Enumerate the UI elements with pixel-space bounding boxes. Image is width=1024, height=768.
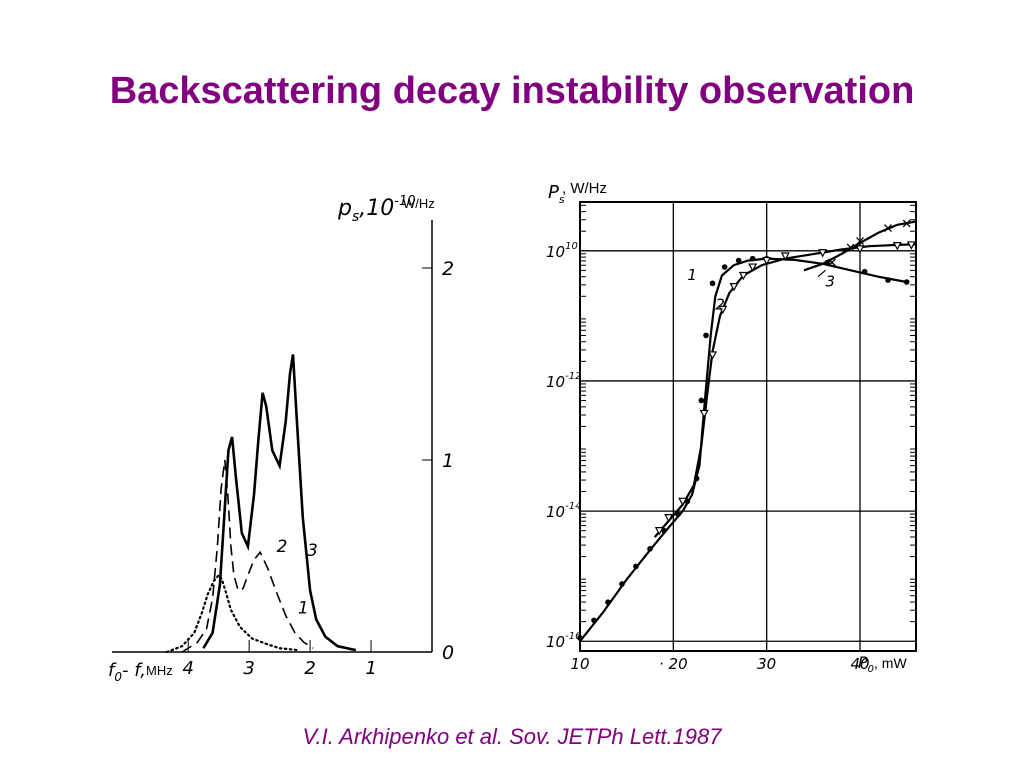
left-y-tick-label: 1	[442, 450, 454, 472]
right-series-2-point	[678, 497, 688, 507]
right-series-1-point	[749, 255, 756, 262]
right-series-1-point	[903, 279, 910, 285]
right-ylabel-unit: , W/Hz	[562, 180, 607, 197]
right-series-2-point	[699, 409, 709, 419]
right-x-tick-label: · 20	[659, 655, 688, 673]
right-x-tick-label: 30	[757, 655, 776, 673]
slide-title: Backscattering decay instability observa…	[109, 70, 915, 112]
right-y-tick-label: 10-12	[546, 371, 581, 391]
left-y-tick-label: 0	[442, 642, 454, 664]
left-xlabel-unit: MHz	[146, 663, 173, 678]
left-x-tick-label: 3	[243, 658, 254, 679]
right-series-2-point	[654, 527, 664, 536]
right-series-2-point	[780, 252, 790, 261]
right-series-3-line	[803, 220, 917, 272]
right-series-3-point	[856, 237, 864, 246]
right-series-2-point	[818, 249, 828, 258]
right-series-2-point	[892, 241, 902, 251]
left-ylabel-unit: W/Hz	[403, 196, 435, 211]
right-ylabel: Ps	[548, 182, 565, 206]
right-series-3-point	[884, 224, 892, 232]
right-x-tick-label: 10	[570, 655, 589, 673]
right-xlabel: P0	[858, 653, 874, 675]
right-series-1-point	[619, 581, 625, 587]
left-series-3-line	[202, 354, 357, 652]
right-chart: Ps , W/Hz P0 , mW 10 · 20 30 40 1010 10-12 10-…	[546, 180, 917, 675]
right-series-2-point	[738, 271, 748, 281]
left-x-tick-label: 2	[304, 658, 315, 679]
right-series-3-point	[828, 258, 836, 267]
right-series-1-point	[693, 475, 700, 482]
right-series-2-point	[855, 245, 865, 254]
right-series-3-leader	[817, 269, 826, 278]
right-y-tick-label: 10-14	[546, 501, 581, 521]
right-series-2-line	[653, 243, 917, 538]
right-series-1-point	[735, 257, 742, 264]
right-series-2-point	[718, 305, 728, 315]
citation: V.I. Arkhipenko et al. Sov. JETPh Lett.1…	[302, 724, 722, 749]
right-series-3-label: 3	[825, 273, 835, 291]
right-series-1-point	[577, 635, 583, 641]
left-series-2-label: 2	[277, 537, 288, 557]
right-series-2-point	[729, 282, 739, 292]
left-series-1-line	[165, 573, 299, 654]
left-x-tick-label: 1	[365, 658, 376, 679]
right-series-1-point	[605, 599, 611, 605]
right-series-3-point	[846, 243, 855, 252]
right-series-1-point	[647, 546, 653, 552]
right-series-1-label: 1	[687, 266, 697, 284]
right-series-1-point	[675, 511, 681, 518]
left-y-tick-label: 2	[442, 258, 454, 280]
right-series-2-label: 2	[715, 295, 725, 313]
right-series-1-point	[698, 397, 705, 404]
left-ylabel: ps,10-10	[337, 194, 416, 225]
right-series-1-point	[885, 277, 891, 283]
left-series-1-label: 1	[298, 599, 309, 619]
right-series-1-point	[703, 332, 709, 339]
right-series-1-line	[579, 257, 907, 642]
right-series-1-point	[633, 563, 639, 570]
right-series-2-point	[708, 351, 718, 360]
left-series-3-label: 3	[307, 541, 318, 561]
right-series-1-point	[861, 268, 868, 275]
right-xlabel-unit: , mW	[874, 655, 907, 671]
right-series-2-point	[748, 263, 758, 272]
right-x-tick-label: 40	[850, 655, 869, 673]
right-series-2-point	[664, 514, 674, 523]
right-series-1-point	[709, 280, 716, 287]
right-y-tick-label: 1010	[546, 241, 578, 261]
left-series-2-line	[181, 459, 314, 653]
left-x-tick-label: 4	[182, 658, 193, 679]
right-series-2-point	[762, 256, 772, 266]
right-series-1-point	[721, 264, 728, 270]
left-xlabel: f0- f,	[108, 660, 146, 684]
right-y-tick-label: 10-16	[546, 631, 581, 651]
right-series-1-point	[824, 259, 831, 266]
right-series-1-point	[591, 617, 597, 624]
right-series-2-point	[906, 241, 916, 250]
right-series-3-point	[902, 219, 911, 228]
